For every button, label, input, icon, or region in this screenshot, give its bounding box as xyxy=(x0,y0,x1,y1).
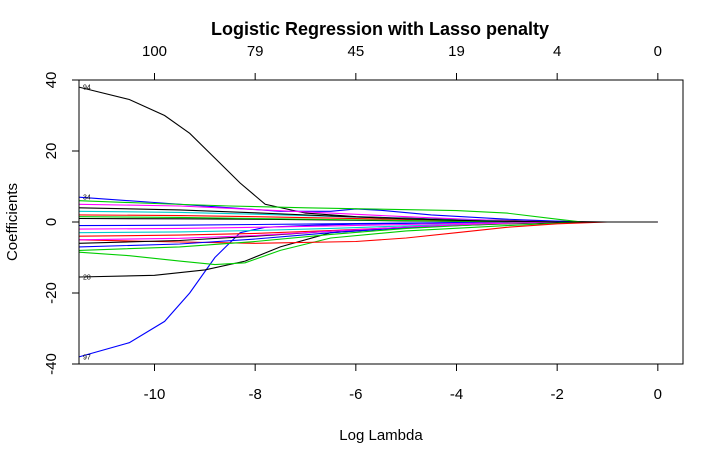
x-tick-label: 0 xyxy=(654,386,662,403)
top-tick-label: 79 xyxy=(247,43,264,60)
x-axis-label: Log Lambda xyxy=(339,427,423,444)
x-tick-label: -4 xyxy=(450,386,463,403)
top-tick-label: 0 xyxy=(654,43,662,60)
coefficient-path-5 xyxy=(78,200,658,223)
x-tick-label: -10 xyxy=(144,386,166,403)
coefficient-path-6 xyxy=(78,221,658,266)
coefficient-path-label: 34 xyxy=(83,195,91,202)
coefficient-path-label: 94 xyxy=(83,85,91,92)
y-tick-label: -20 xyxy=(43,282,60,304)
top-tick-label: 45 xyxy=(347,43,364,60)
y-axis-label: Coefficients xyxy=(4,183,21,261)
coefficient-path-18 xyxy=(78,221,658,251)
chart-title: Logistic Regression with Lasso penalty xyxy=(211,19,549,39)
coefficient-path-1 xyxy=(78,86,658,223)
y-tick-label: 20 xyxy=(43,143,60,160)
y-tick-label: 0 xyxy=(43,218,60,226)
x-tick-label: -6 xyxy=(349,386,362,403)
top-tick-label: 19 xyxy=(448,43,465,60)
top-tick-label: 100 xyxy=(142,43,167,60)
coefficient-path-label: 97 xyxy=(83,354,91,361)
coefficient-path-21 xyxy=(78,207,658,223)
x-tick-label: -2 xyxy=(550,386,563,403)
coefficient-path-label: 28 xyxy=(83,275,91,282)
y-tick-label: 40 xyxy=(43,72,60,89)
y-tick-label: -40 xyxy=(43,353,60,375)
top-tick-label: 4 xyxy=(553,43,561,60)
x-tick-label: -8 xyxy=(248,386,261,403)
